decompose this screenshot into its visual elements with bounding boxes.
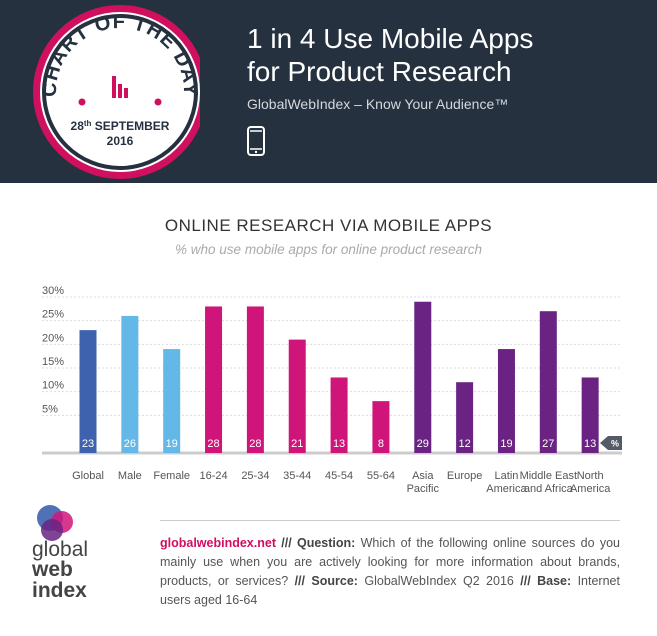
bar <box>456 382 474 453</box>
bar-value-label: 27 <box>542 438 554 450</box>
x-tick-label: and Africa <box>524 483 574 495</box>
svg-text:28th SEPTEMBER: 28th SEPTEMBER <box>71 119 170 133</box>
footer-divider <box>160 520 620 521</box>
bar-value-label: 28 <box>207 438 219 450</box>
bar <box>79 330 97 453</box>
x-tick-label: 16-24 <box>199 470 227 482</box>
y-tick-label: 15% <box>42 356 64 368</box>
bar-value-label: 13 <box>584 438 596 450</box>
bar <box>581 377 599 453</box>
chart-of-the-day-badge: CHART OF THE DAY 28th SEPTEMBER 2016 <box>33 5 200 179</box>
bar <box>330 377 348 453</box>
x-tick-label: Female <box>153 470 190 482</box>
y-tick-label: 10% <box>42 380 64 392</box>
bar-value-label: 8 <box>378 438 384 450</box>
badge-date-day: 28 <box>71 119 85 133</box>
smartphone-icon <box>247 126 265 156</box>
bar <box>288 339 306 453</box>
badge-date-month: SEPTEMBER <box>95 119 170 133</box>
x-tick-label: Pacific <box>407 483 440 495</box>
bar-value-label: 19 <box>500 438 512 450</box>
badge-date-year: 2016 <box>107 134 134 148</box>
chart-subtitle: % who use mobile apps for online product… <box>175 242 482 257</box>
title-line-2: for Product Research <box>247 56 512 87</box>
badge-dot-right <box>154 98 162 106</box>
question-text: Which of the following online sources do… <box>160 536 620 588</box>
bar-value-label: 29 <box>417 438 429 450</box>
source-text: GlobalWebIndex Q2 2016 <box>357 574 514 588</box>
y-tick-label: 25% <box>42 309 64 321</box>
x-tick-label: Global <box>72 470 104 482</box>
source-label: Source: <box>311 574 358 588</box>
x-tick-label: America <box>486 483 527 495</box>
bar-chart: 5% 10% 15% 20% 25% 30% 23 Global 26 Male 19 Female 2… <box>42 285 622 495</box>
bar-chart-icon <box>112 76 128 98</box>
bar-value-label: 26 <box>124 438 136 450</box>
x-tick-label: 45-54 <box>325 470 353 482</box>
bar <box>539 311 557 453</box>
chart-title: ONLINE RESEARCH VIA MOBILE APPS <box>164 216 493 235</box>
globalwebindex-logo: global web index <box>31 505 88 600</box>
percent-badge-label: % <box>611 439 619 449</box>
bar-value-label: 13 <box>333 438 345 450</box>
bar <box>121 315 139 453</box>
x-tick-label: Europe <box>447 470 482 482</box>
bar <box>497 349 515 453</box>
badge-dot-left <box>78 98 86 106</box>
x-tick-label: Latin <box>495 470 519 482</box>
x-tick-label: Middle East <box>520 470 577 482</box>
x-tick-label: Asia <box>412 470 434 482</box>
header-banner: CHART OF THE DAY 28th SEPTEMBER 2016 1 i… <box>0 0 657 183</box>
question-label: Question: <box>297 536 356 550</box>
bar-value-label: 28 <box>249 438 261 450</box>
footer-notes: globalwebindex.net /// Question: Which o… <box>160 534 620 610</box>
logo-text-index: index <box>32 579 87 600</box>
tagline: GlobalWebIndex – Know Your Audience™ <box>247 96 509 112</box>
logo-text-web: web <box>31 558 73 581</box>
separator: /// <box>276 536 297 550</box>
bar <box>246 306 264 453</box>
x-tick-label: North <box>577 470 604 482</box>
bar-value-label: 19 <box>166 438 178 450</box>
title-line-1: 1 in 4 Use Mobile Apps <box>247 23 534 54</box>
page-title: 1 in 4 Use Mobile Apps for Product Resea… <box>247 22 647 88</box>
x-tick-label: 35-44 <box>283 470 311 482</box>
x-tick-label: 55-64 <box>367 470 395 482</box>
x-tick-label: 25-34 <box>241 470 269 482</box>
y-tick-label: 5% <box>42 403 58 415</box>
bar-value-label: 21 <box>291 438 303 450</box>
bar <box>163 349 181 453</box>
bar <box>414 301 432 453</box>
base-label: Base: <box>537 574 572 588</box>
separator: /// <box>288 574 312 588</box>
x-tick-label: America <box>570 483 611 495</box>
bar-value-label: 12 <box>458 438 470 450</box>
y-tick-label: 20% <box>42 332 64 344</box>
bar <box>205 306 223 453</box>
y-tick-label: 30% <box>42 285 64 297</box>
separator: /// <box>513 574 538 588</box>
x-tick-label: Male <box>118 470 142 482</box>
percent-badge <box>600 436 622 450</box>
base-text: Internet users aged 16-64 <box>160 574 620 607</box>
logo-text-global: global <box>32 538 88 561</box>
bar-value-label: 23 <box>82 438 94 450</box>
badge-date-suffix: th <box>84 119 92 128</box>
bar <box>372 401 390 453</box>
site-link[interactable]: globalwebindex.net <box>160 536 276 550</box>
